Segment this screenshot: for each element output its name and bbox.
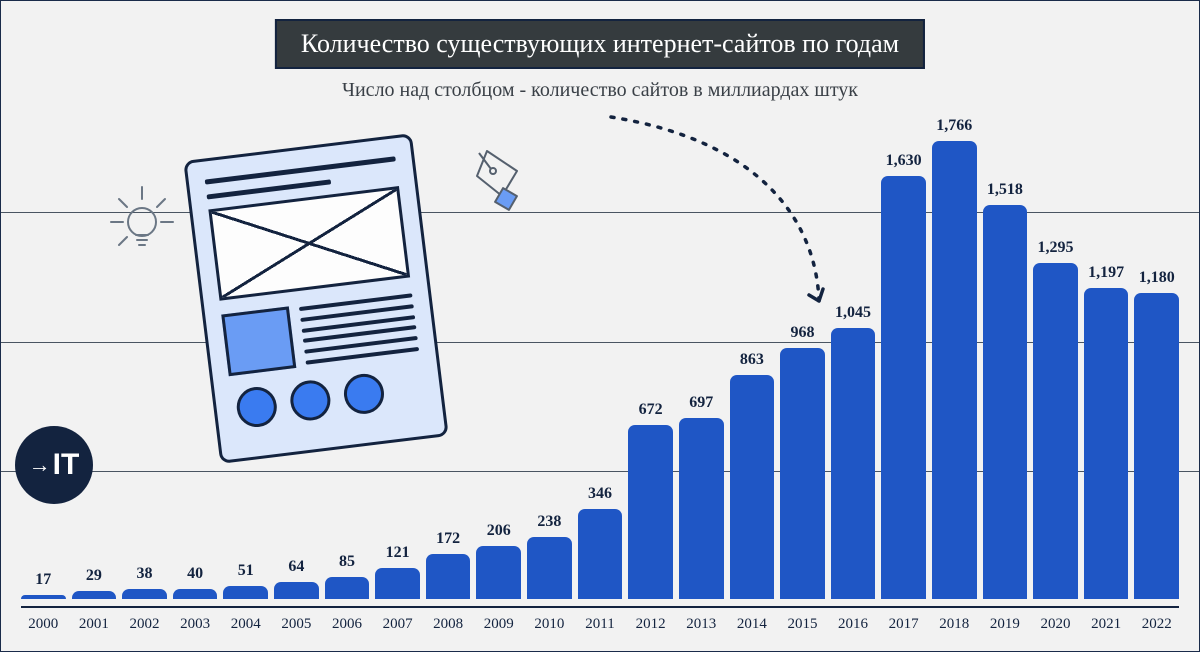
bar-wrap: 238: [527, 121, 572, 599]
bar: [21, 595, 66, 599]
x-tick: 2017: [881, 616, 926, 633]
bar: [527, 537, 572, 599]
bar-wrap: 1,630: [881, 121, 926, 599]
x-tick: 2001: [72, 616, 117, 633]
bar-value-label: 697: [689, 394, 713, 412]
bar: [932, 141, 977, 599]
bar: [628, 425, 673, 599]
x-tick: 2008: [426, 616, 471, 633]
bar-value-label: 64: [288, 558, 304, 576]
x-tick: 2004: [223, 616, 268, 633]
x-tick: 2019: [983, 616, 1028, 633]
bar-value-label: 17: [35, 571, 51, 589]
bar: [325, 577, 370, 599]
bar: [1134, 293, 1179, 599]
bar-wrap: 1,045: [831, 121, 876, 599]
bar-wrap: 38: [122, 121, 167, 599]
bar-wrap: 697: [679, 121, 724, 599]
bar-value-label: 1,630: [886, 152, 922, 170]
x-tick: 2016: [831, 616, 876, 633]
bar-value-label: 1,766: [936, 117, 972, 135]
bar-value-label: 29: [86, 567, 102, 585]
bar-value-label: 85: [339, 553, 355, 571]
bar-wrap: 121: [375, 121, 420, 599]
x-tick: 2005: [274, 616, 319, 633]
bar-wrap: 672: [628, 121, 673, 599]
x-tick: 2021: [1084, 616, 1129, 633]
chart-title: Количество существующих интернет-сайтов …: [275, 19, 925, 69]
x-tick: 2006: [325, 616, 370, 633]
x-tick: 2000: [21, 616, 66, 633]
bar-wrap: 64: [274, 121, 319, 599]
bar-wrap: 968: [780, 121, 825, 599]
bar-wrap: 1,180: [1134, 121, 1179, 599]
bar: [1033, 263, 1078, 599]
x-tick: 2010: [527, 616, 572, 633]
bar: [173, 589, 218, 599]
bar: [578, 509, 623, 599]
bar-value-label: 38: [137, 565, 153, 583]
bar-value-label: 1,518: [987, 181, 1023, 199]
x-axis: 2000 2001 2002 2003 2004 2005 2006 2007 2008 2009…: [21, 606, 1179, 633]
bar-value-label: 206: [487, 522, 511, 540]
bar-value-label: 40: [187, 565, 203, 583]
bar-value-label: 1,045: [835, 304, 871, 322]
bar-chart: 17 29 38 40 51 64 85 121 172 206 238 346 672 697 863 96…: [21, 121, 1179, 599]
x-tick: 2003: [173, 616, 218, 633]
bar: [831, 328, 876, 599]
bar-value-label: 346: [588, 485, 612, 503]
x-tick: 2015: [780, 616, 825, 633]
x-tick: 2022: [1134, 616, 1179, 633]
bar: [730, 375, 775, 599]
bar-wrap: 1,197: [1084, 121, 1129, 599]
bar-wrap: 1,518: [983, 121, 1028, 599]
bar: [983, 205, 1028, 599]
bar-wrap: 346: [578, 121, 623, 599]
bar: [426, 554, 471, 599]
bar: [1084, 288, 1129, 599]
bar-value-label: 968: [790, 324, 814, 342]
x-tick: 2018: [932, 616, 977, 633]
bar-value-label: 121: [386, 544, 410, 562]
bar-wrap: 17: [21, 121, 66, 599]
x-tick: 2013: [679, 616, 724, 633]
chart-subtitle: Число над столбцом - количество сайтов в…: [342, 79, 858, 102]
bar-value-label: 238: [537, 513, 561, 531]
bar-value-label: 1,180: [1139, 269, 1175, 287]
bar-wrap: 40: [173, 121, 218, 599]
bar-value-label: 1,197: [1088, 264, 1124, 282]
x-tick: 2002: [122, 616, 167, 633]
x-tick: 2007: [375, 616, 420, 633]
x-tick: 2012: [628, 616, 673, 633]
bar-wrap: 51: [223, 121, 268, 599]
bar: [274, 582, 319, 599]
bar: [780, 348, 825, 599]
bar: [122, 589, 167, 599]
bar: [679, 418, 724, 599]
bar-wrap: 863: [730, 121, 775, 599]
bar-value-label: 1,295: [1037, 239, 1073, 257]
bar: [72, 591, 117, 599]
bar: [223, 586, 268, 599]
bar-value-label: 51: [238, 562, 254, 580]
x-tick: 2011: [578, 616, 623, 633]
bar-wrap: 1,295: [1033, 121, 1078, 599]
bar-wrap: 29: [72, 121, 117, 599]
bar-wrap: 206: [476, 121, 521, 599]
x-tick: 2009: [476, 616, 521, 633]
bar-wrap: 172: [426, 121, 471, 599]
bar-value-label: 672: [639, 401, 663, 419]
bar-wrap: 85: [325, 121, 370, 599]
bar: [881, 176, 926, 599]
bar-wrap: 1,766: [932, 121, 977, 599]
bar-value-label: 863: [740, 351, 764, 369]
bar-value-label: 172: [436, 530, 460, 548]
x-tick: 2020: [1033, 616, 1078, 633]
x-tick: 2014: [730, 616, 775, 633]
bar: [476, 546, 521, 599]
bar: [375, 568, 420, 599]
